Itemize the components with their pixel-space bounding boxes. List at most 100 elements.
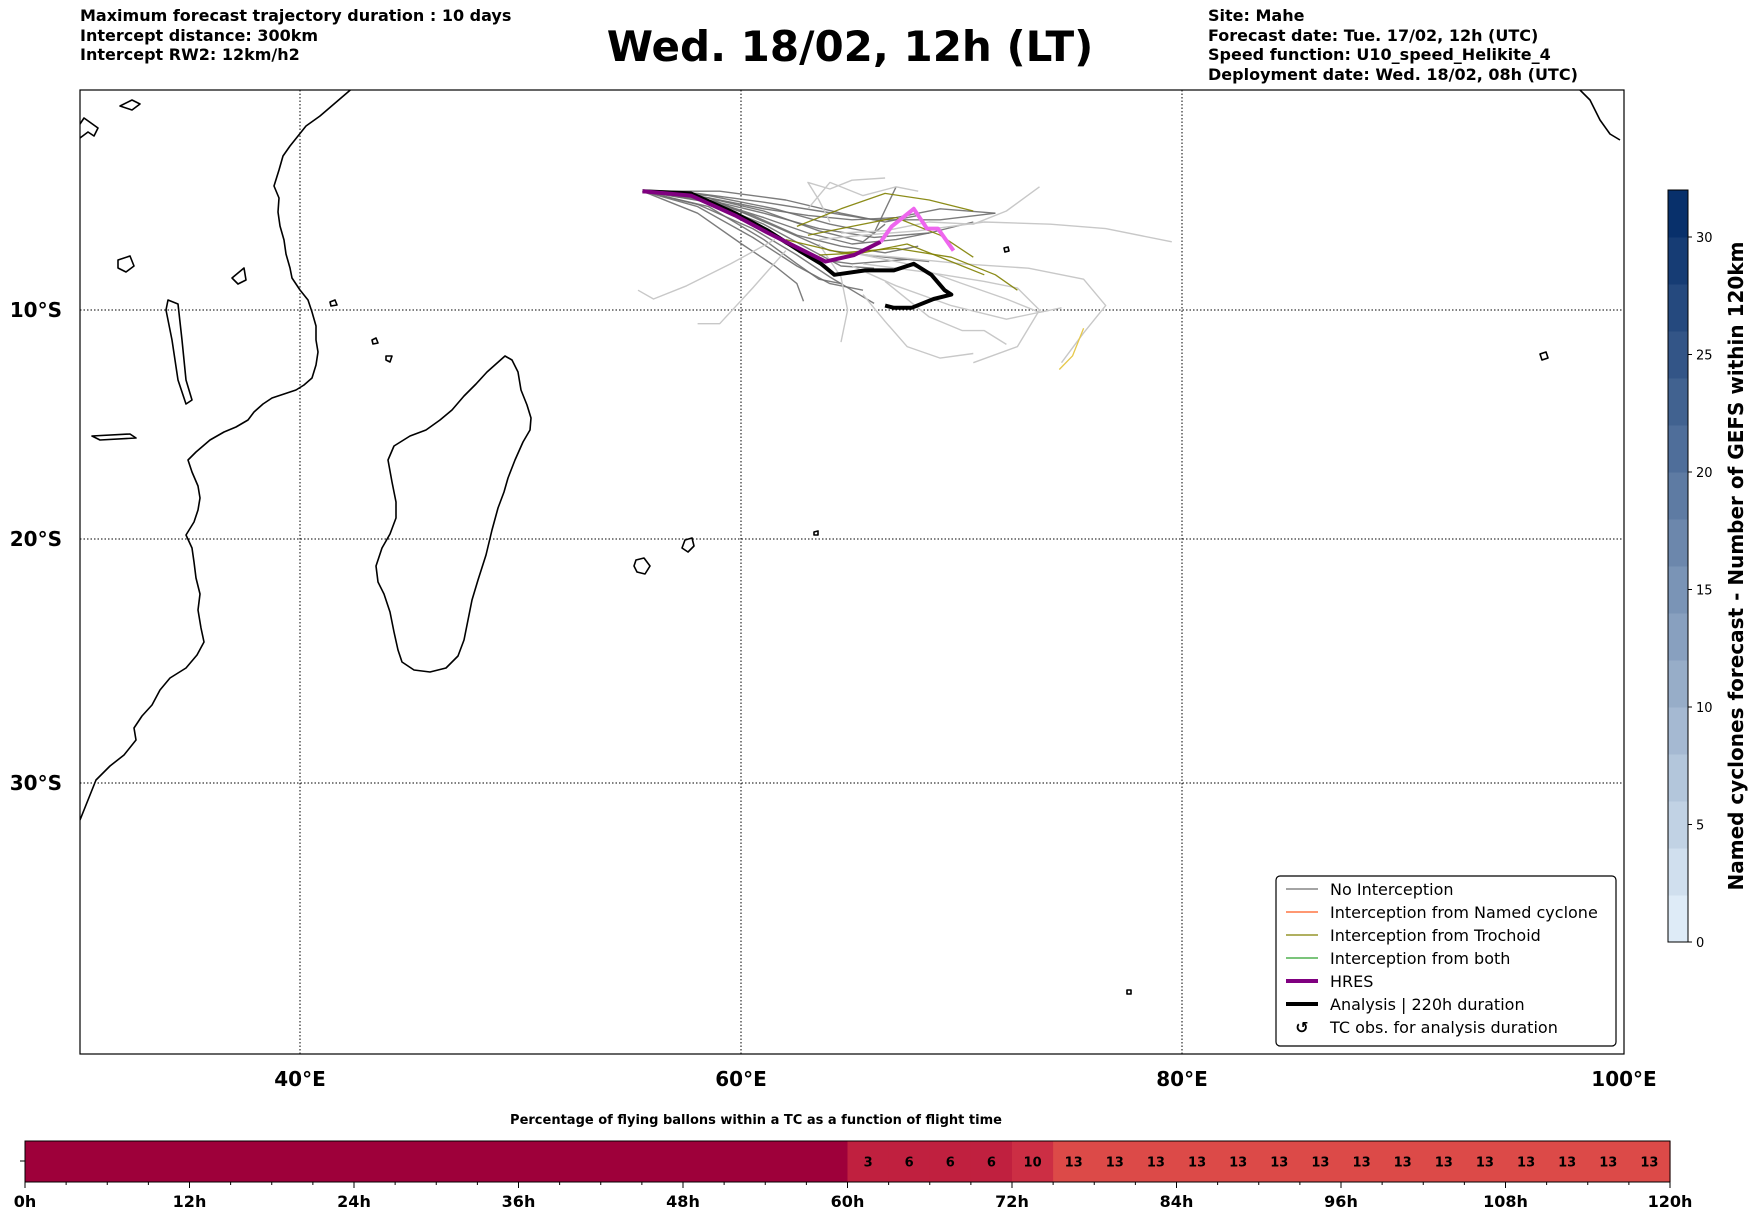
x-tick-40e: 40°E [274,1067,326,1091]
ensemble-track-no-interception-faded-19 [637,238,776,300]
bar-cell [230,1141,273,1182]
intercept-distance-line: Intercept distance: 300km [80,25,319,45]
ensemble-track-trochoid-29 [785,238,1018,291]
cocos-coastline [1539,351,1549,361]
bar-tick-label: 108h [1483,1192,1528,1211]
map-frame [79,89,1625,1055]
ensemble-track-trochoid-30 [807,216,974,258]
colorbar-step [1668,331,1688,379]
bar-tick-label: 120h [1648,1192,1693,1211]
bar-cell-label: 13 [1311,1156,1329,1171]
ensemble-track-trochoid-faded-32 [1058,328,1085,370]
bar-cell-label: 13 [1476,1156,1494,1171]
bar-cell [354,1141,396,1182]
coastlines [80,90,1621,995]
chart-legend: No Interception Interception from Named … [1275,875,1617,1047]
colorbar-tick-label: 5 [1696,819,1704,834]
bar-cell-label: 13 [1394,1156,1412,1171]
ensemble-track-no-interception-faded-26 [851,265,1051,320]
bar-cell [1053,1141,1095,1182]
bar-ticks: 0h 12h 24h 36h 48h 60h 72h 84h 96h 108h 120h [14,1182,1693,1211]
y-tick-labels: 10°S 20°S 30°S [10,298,62,795]
bar-cell [477,1141,520,1182]
colorbar-step [1668,801,1688,849]
socotra-coastline [119,99,141,111]
bar-cell-label: 13 [1106,1156,1124,1171]
chagos-coastline [1003,246,1010,253]
bar-cell [806,1141,849,1182]
legend-box [1275,875,1617,1047]
mozambique-island [231,267,247,285]
deployment-date-line: Deployment date: Wed. 18/02, 08h (UTC) [1208,64,1578,84]
bar-cell [1423,1141,1465,1182]
comoros-3 [385,355,393,363]
ensemble-track-no-interception-faded-27 [862,294,974,359]
bar-cell-label: 3 [864,1156,873,1171]
arabian-coastline [80,117,99,139]
colorbar-tick-label: 25 [1696,349,1713,364]
bar-cell-label: 10 [1024,1156,1042,1171]
legend-label-analysis: Analysis | 220h duration [1330,995,1525,1014]
bar-cell [271,1141,314,1182]
ensemble-track-no-interception-10 [642,190,842,285]
bar-cell-label: 13 [1435,1156,1453,1171]
bar-cell [1341,1141,1383,1182]
bar-cell-label: 6 [946,1156,955,1171]
bar-cell [312,1141,355,1182]
ensemble-track-no-interception-faded-20 [697,250,787,325]
ensemble-track-no-interception-1 [642,190,864,291]
colorbar: 0 5 10 15 20 25 30 Named cyclones forecast - N… [1667,189,1748,951]
bar-cell [1258,1141,1301,1182]
colorbar-step [1668,848,1688,896]
bar-cell-label: 13 [1599,1156,1617,1171]
colorbar-step [1668,190,1688,238]
colorbar-step [1668,284,1688,332]
colorbar-step [1668,707,1688,755]
ensemble-track-no-interception-faded-15 [840,186,1040,234]
bar-cells: 3 6 6 6 10 13 13 13 13 13 13 13 13 13 13 13 13 13 13 13 [25,1141,1671,1182]
bar-cell [436,1141,478,1182]
colorbar-step [1668,472,1688,520]
hres-track-later [879,206,956,252]
reunion-coastline [633,557,651,575]
ensemble-track-trochoid-28 [796,192,974,228]
ensemble-track-no-interception-9 [642,190,919,223]
bar-cell [1012,1141,1054,1182]
bar-cell [888,1141,931,1182]
tc-obs-icon: ↺ [1295,1018,1308,1037]
colorbar-frame [1667,189,1689,943]
bar-cell [1587,1141,1630,1182]
max-duration-line: Maximum forecast trajectory duration : 1… [80,6,512,25]
colorbar-tick-label: 20 [1696,466,1713,481]
forecast-date-line: Forecast date: Tue. 17/02, 12h (UTC) [1208,25,1539,45]
lake-victoria [117,255,135,273]
bar-cell [25,1141,67,1182]
bar-cell [765,1141,807,1182]
colorbar-steps [1668,190,1688,943]
africa-coastline [80,90,352,821]
ensemble-track-no-interception-3 [642,190,996,221]
colorbar-step [1668,566,1688,614]
bar-cell [66,1141,108,1182]
bar-tick-label: 0h [14,1192,37,1211]
lake-tanganyika [91,433,137,441]
lake-malawi [165,299,193,405]
bar-cell [641,1141,684,1182]
legend-label-hres: HRES [1330,972,1373,991]
x-tick-60e: 60°E [715,1067,767,1091]
bar-title: Percentage of flying ballons within a TC… [510,1113,1002,1128]
legend-label-named-cyclone: Interception from Named cyclone [1330,903,1598,922]
chart-title: Wed. 18/02, 12h (LT) [606,22,1094,71]
bar-cell [518,1141,561,1182]
bar-cell-label: 13 [1065,1156,1083,1171]
colorbar-step [1668,754,1688,802]
bar-tick-label: 60h [831,1192,865,1211]
bar-cell [600,1141,643,1182]
y-tick-20s: 20°S [10,527,62,551]
x-tick-80e: 80°E [1156,1067,1208,1091]
colorbar-tick-label: 10 [1696,701,1713,716]
bar-cell [1299,1141,1342,1182]
bar-cell-label: 13 [1229,1156,1247,1171]
bar-cell [1546,1141,1589,1182]
ensemble-track-trochoid-31 [818,243,985,276]
